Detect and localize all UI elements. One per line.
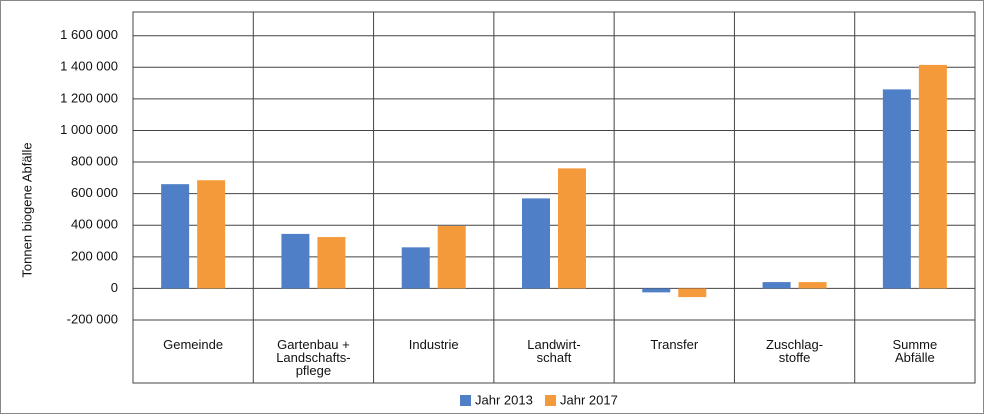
legend-label: Jahr 2013 — [475, 392, 533, 407]
bar — [197, 180, 226, 289]
bar — [798, 282, 827, 289]
bar — [642, 288, 671, 293]
bar — [317, 237, 346, 289]
y-tick-label: 1 200 000 — [60, 90, 118, 105]
x-tick-label: Transfer — [650, 337, 699, 352]
bar — [437, 226, 466, 289]
y-tick-label: 1 400 000 — [60, 59, 118, 74]
bar — [558, 168, 586, 289]
bar — [882, 89, 911, 289]
y-tick-label: 1 000 000 — [60, 122, 118, 137]
x-tick-label: Summe Abfälle — [892, 337, 938, 365]
y-tick-label: 400 000 — [71, 217, 118, 232]
y-axis-label: Tonnen biogene Abfälle — [19, 142, 34, 277]
bar — [522, 198, 550, 289]
bar — [281, 233, 310, 289]
x-tick-label: Gartenbau + Landschafts- pflege — [276, 337, 351, 378]
y-tick-label: 200 000 — [71, 248, 118, 263]
x-tick-label: Industrie — [408, 337, 459, 352]
plot-frame — [132, 11, 976, 384]
bar — [762, 282, 791, 289]
bar — [678, 288, 707, 298]
y-tick-label: 800 000 — [71, 153, 118, 168]
legend-label: Jahr 2017 — [560, 392, 618, 407]
y-tick-label: 1 600 000 — [60, 27, 118, 42]
y-tick-label: 0 — [111, 280, 118, 295]
x-tick-label: Landwirt- schaft — [527, 337, 581, 365]
bar — [401, 247, 430, 289]
y-tick-label: -200 000 — [67, 311, 118, 326]
y-tick-label: 600 000 — [71, 185, 118, 200]
legend-swatch — [545, 395, 556, 406]
bar — [918, 64, 947, 289]
x-tick-label: Gemeinde — [163, 337, 224, 352]
x-tick-label: Zuschlag- stoffe — [766, 337, 824, 365]
legend-swatch — [460, 395, 471, 406]
bar — [161, 184, 190, 289]
